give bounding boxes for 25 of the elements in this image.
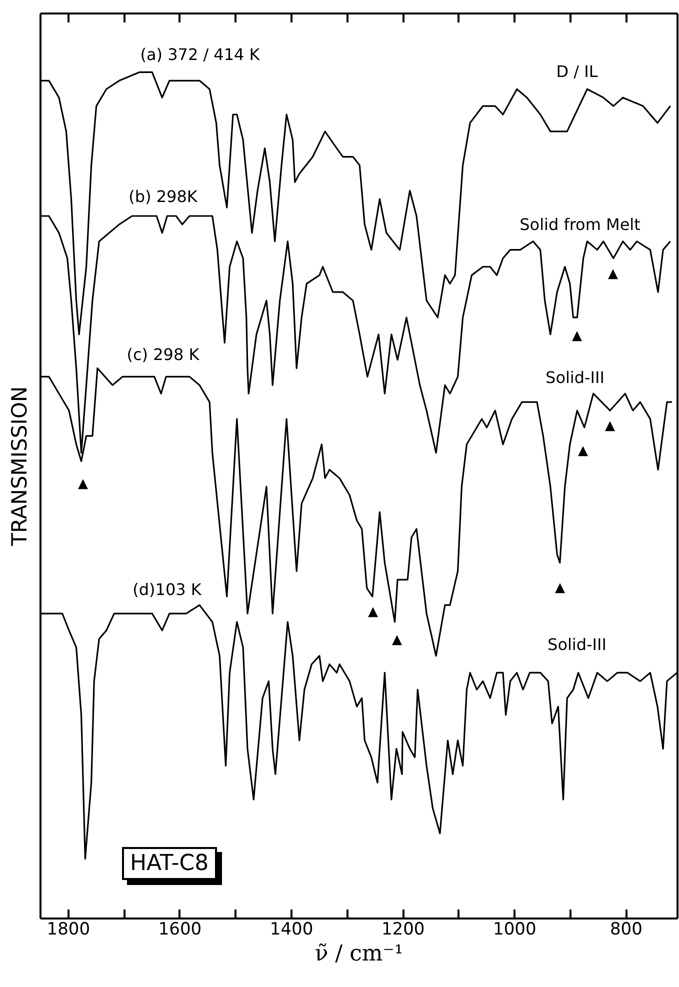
annotation: ▲: [555, 580, 565, 596]
annotation: HAT-C8: [122, 847, 217, 880]
x-tick-label: 1800: [46, 920, 90, 940]
x-axis-title: ν̃ / cm⁻¹: [314, 942, 404, 966]
annotation: Solid from Melt: [520, 215, 640, 234]
annotation: Solid-III: [546, 368, 604, 387]
annotation: (d)103 K: [132, 580, 202, 599]
x-tick-label: 1400: [270, 920, 314, 940]
y-axis-title: TRANSMISSION: [8, 386, 32, 547]
annotation: (c) 298 K: [126, 345, 200, 364]
annotation: ▲: [392, 632, 402, 648]
annotation: D / IL: [556, 62, 598, 81]
annotation: Solid-III: [548, 635, 606, 654]
annotation: ▲: [608, 266, 618, 282]
annotation: ▲: [578, 444, 588, 458]
annotation: ▲: [572, 328, 582, 344]
annotation: ▲: [368, 604, 378, 620]
text: (a) 372 / 414 K: [140, 45, 260, 64]
x-tick-label: 1600: [158, 920, 202, 940]
annotation: (b) 298K: [128, 187, 198, 206]
x-tick-label: 1200: [381, 920, 425, 940]
x-tick-label: 800: [610, 920, 642, 940]
x-tick-label: 1000: [492, 920, 536, 940]
annotation: ▲: [605, 418, 615, 434]
annotation: ▲: [78, 476, 88, 492]
